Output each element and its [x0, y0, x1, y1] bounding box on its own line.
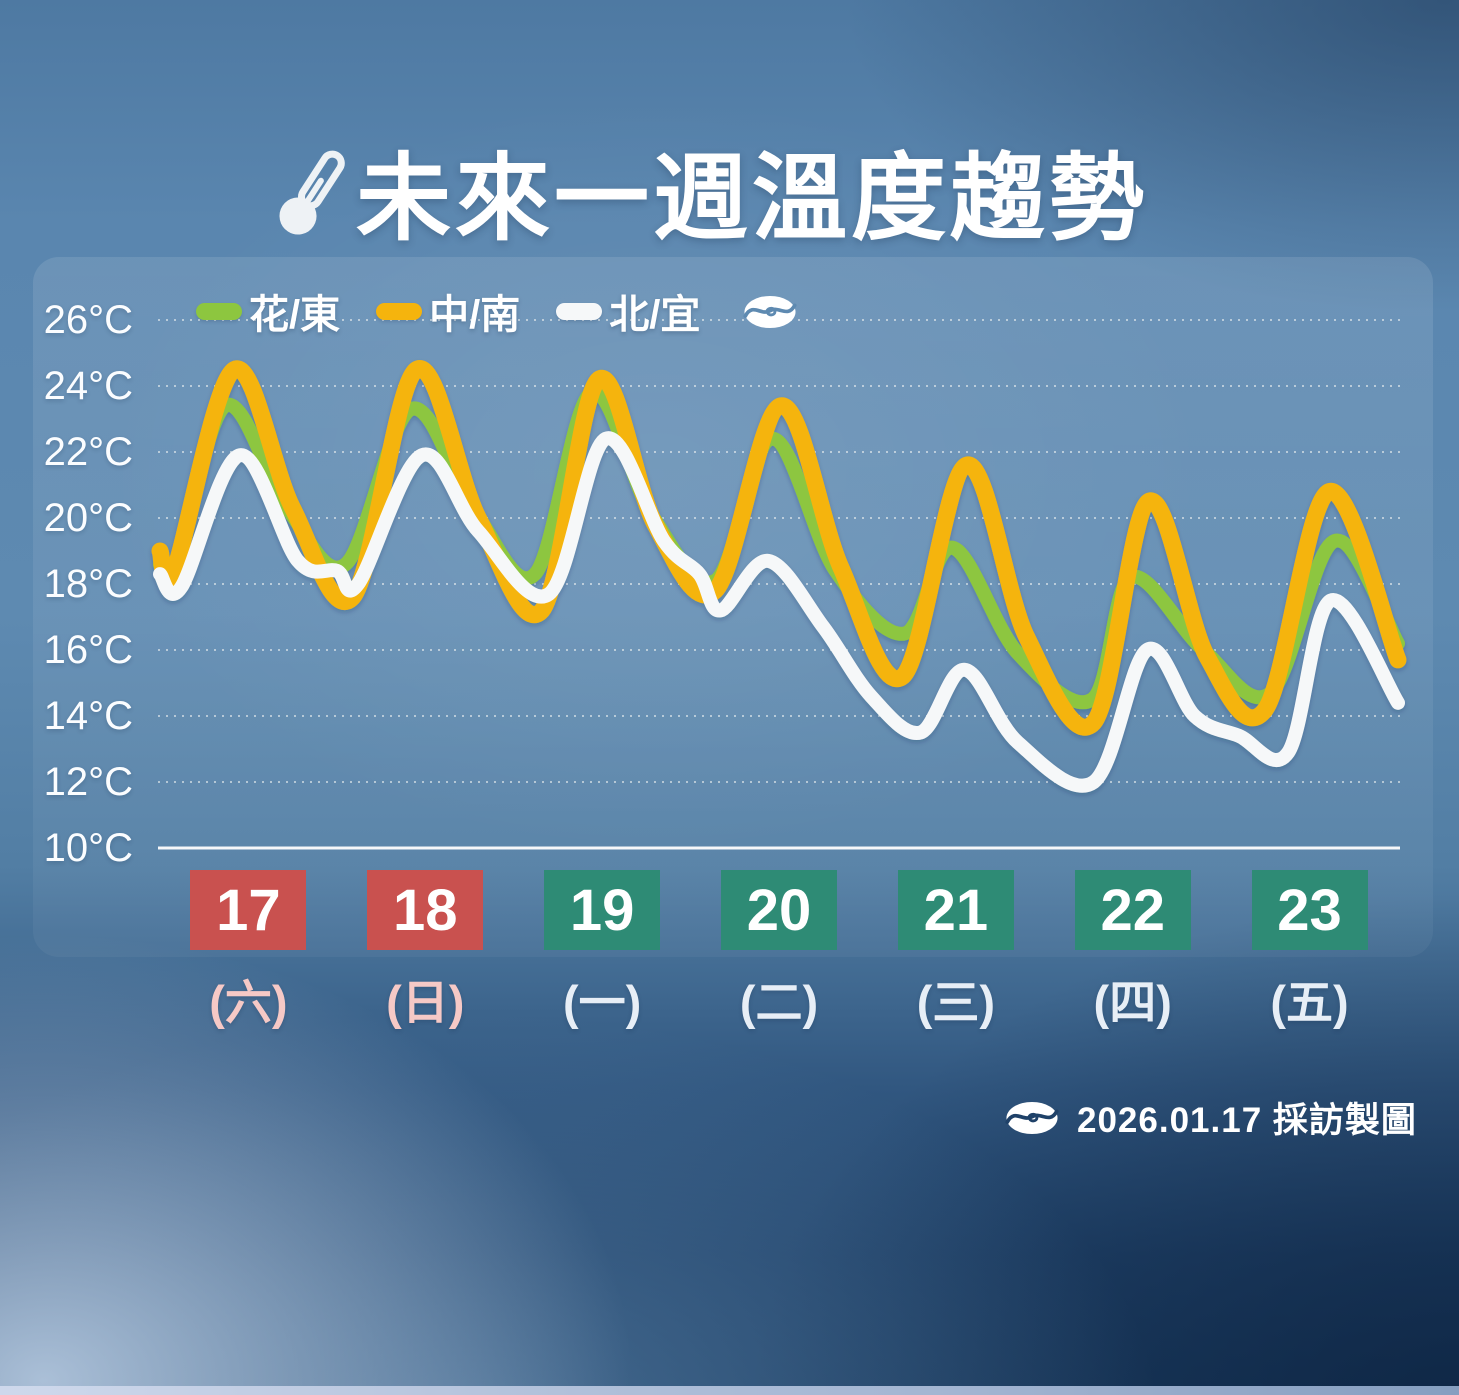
page-title: 未來一週溫度趨勢 [356, 146, 1149, 252]
legend-marker-icon [556, 302, 603, 320]
legend-label: 中/南 [429, 293, 521, 337]
series-lines [151, 360, 1407, 793]
weekday-label: (日) [386, 976, 465, 1029]
gridlines [158, 319, 1400, 850]
date-box-19: 19 [544, 870, 661, 950]
chart-legend: 花/東 中/南 北/宜 [196, 282, 798, 340]
date-box-23: 23 [1251, 870, 1368, 950]
weekday-label: (四) [1093, 976, 1172, 1029]
legend-label: 花/東 [249, 293, 341, 337]
y-axis-tick-label: 12°C [43, 760, 133, 804]
y-axis-tick-label: 20°C [43, 496, 133, 540]
date-box-22: 22 [1074, 870, 1191, 950]
legend-item: 北/宜 [556, 282, 700, 340]
weather-bureau-logo-icon [743, 295, 797, 329]
weekday-label: (五) [1270, 976, 1349, 1029]
weekday-label: (三) [916, 976, 995, 1029]
legend-item: 中/南 [376, 282, 520, 340]
date-box-20: 20 [721, 870, 837, 950]
footer-credit: 2026.01.17 採訪製圖 [1004, 1092, 1417, 1143]
y-axis-tick-label: 26°C [43, 298, 133, 342]
weekday-label: (二) [739, 976, 819, 1029]
y-axis-tick-label: 14°C [43, 694, 133, 738]
date-box-21: 21 [897, 870, 1014, 950]
weekday-label: (六) [209, 976, 288, 1029]
y-axis-tick-label: 16°C [43, 628, 133, 672]
legend-label: 北/宜 [609, 293, 701, 337]
bottom-light-band [0, 1386, 1459, 1395]
credit-text: 2026.01.17 採訪製圖 [1077, 1101, 1417, 1140]
series-line-中/南 [151, 360, 1407, 736]
legend-marker-icon [196, 302, 242, 320]
date-box-17: 17 [190, 870, 307, 950]
date-box-18: 18 [367, 870, 484, 950]
y-axis-tick-label: 18°C [43, 562, 133, 606]
y-axis-tick-label: 24°C [43, 364, 133, 408]
thermometer-icon [279, 150, 345, 235]
y-axis-tick-label: 10°C [43, 826, 133, 870]
weather-bureau-logo-icon [1005, 1101, 1059, 1134]
legend-item: 花/東 [196, 282, 340, 340]
weekday-label: (一) [562, 976, 642, 1029]
series-line-北/宜 [153, 431, 1405, 793]
y-axis-tick-label: 22°C [43, 430, 133, 474]
legend-marker-icon [376, 302, 423, 320]
